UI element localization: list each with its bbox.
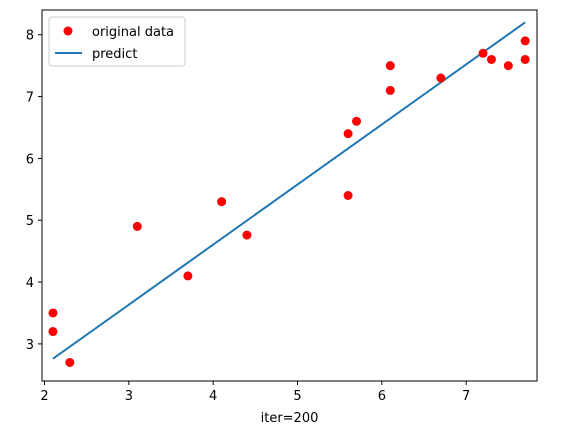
x-tick-label: 3: [125, 389, 133, 404]
x-tick-label: 6: [378, 389, 386, 404]
data-point: [385, 61, 395, 71]
plot-area: [48, 21, 530, 367]
data-point: [520, 36, 530, 46]
data-point: [132, 221, 142, 231]
legend: original data predict: [48, 16, 186, 67]
legend-box: [48, 16, 186, 67]
legend-label: original data: [92, 25, 174, 40]
data-point: [343, 191, 353, 200]
y-tick-label: 4: [26, 276, 34, 291]
data-point: [486, 54, 496, 64]
legend-marker-original-data: [63, 26, 73, 36]
data-point: [352, 116, 362, 126]
data-point: [436, 73, 446, 83]
y-tick-label: 6: [26, 152, 34, 167]
axes-frame: [41, 9, 538, 382]
y-tick-label: 8: [26, 29, 34, 44]
y-tick-label: 7: [26, 91, 34, 106]
data-point: [520, 54, 530, 64]
predict-line: [52, 21, 526, 360]
x-axis-label: iter=200: [261, 411, 319, 426]
data-point: [242, 230, 252, 240]
data-point: [343, 129, 353, 139]
x-tick-label: 5: [293, 389, 301, 404]
y-tick-label: 3: [26, 338, 34, 353]
x-tick-label: 4: [209, 389, 217, 404]
data-point: [65, 357, 75, 367]
legend-label: predict: [92, 47, 137, 62]
data-point: [217, 197, 227, 207]
data-point: [478, 48, 488, 58]
data-point: [48, 327, 58, 337]
axis-ticks: 2 3 4 5 6 7 3 4 5 6 7 8: [26, 29, 471, 404]
x-tick-label: 7: [462, 389, 470, 404]
y-tick-label: 5: [26, 214, 34, 229]
data-point: [503, 61, 513, 71]
x-tick-label: 2: [40, 389, 48, 404]
data-point: [48, 308, 58, 318]
data-point: [183, 271, 193, 281]
data-point: [385, 85, 395, 95]
